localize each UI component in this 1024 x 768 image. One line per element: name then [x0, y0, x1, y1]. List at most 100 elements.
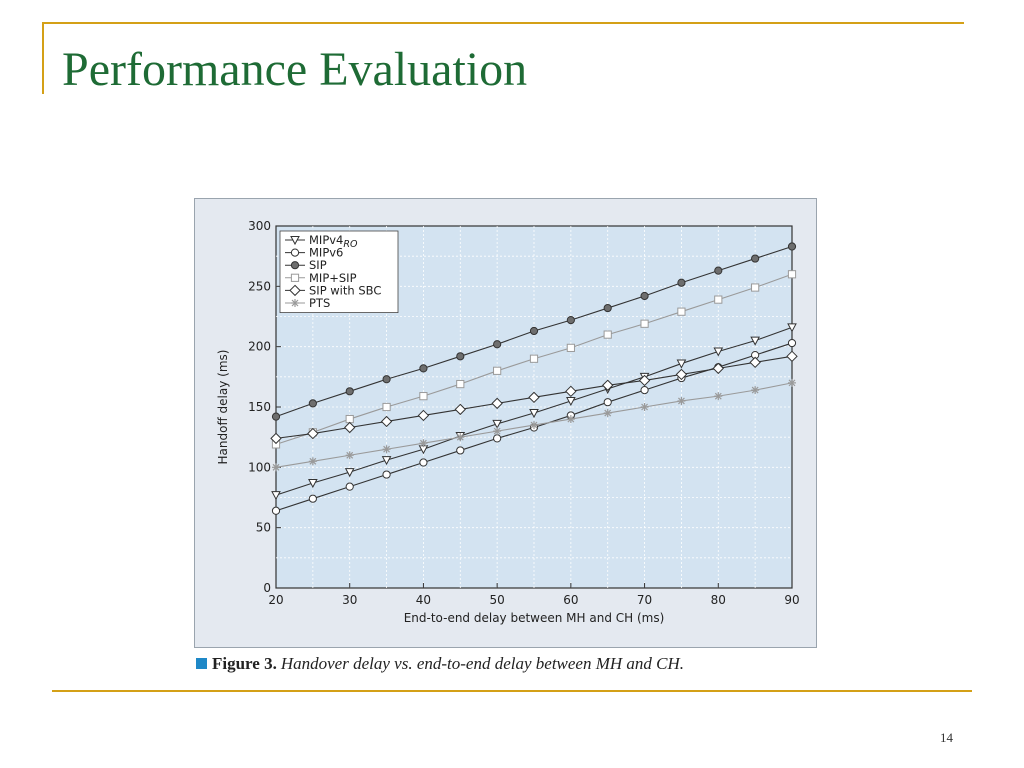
- data-point: [380, 415, 393, 428]
- data-point: [419, 364, 428, 373]
- data-point: [529, 326, 539, 336]
- data-point: [676, 359, 687, 369]
- data-point: [529, 354, 539, 363]
- data-point: [308, 479, 318, 489]
- data-point: [382, 402, 391, 412]
- data-point: [603, 398, 612, 407]
- data-point: [419, 439, 428, 448]
- data-point: [271, 491, 281, 501]
- figure-caption: Figure 3. Handover delay vs. end-to-end d…: [196, 654, 684, 674]
- data-point: [566, 415, 575, 424]
- legend-marker: [289, 284, 301, 297]
- asterisk-stroke: [291, 299, 299, 307]
- asterisk-stroke: [272, 463, 280, 471]
- data-point: [675, 368, 688, 381]
- data-point: [492, 419, 502, 429]
- asterisk-stroke: [604, 409, 612, 417]
- asterisk-stroke: [309, 457, 317, 465]
- caption-label: Figure 3.: [212, 654, 277, 673]
- data-point: [530, 421, 538, 430]
- data-point: [382, 375, 391, 384]
- series-pts: [272, 378, 796, 472]
- data-point: [270, 432, 282, 445]
- data-point: [712, 362, 724, 375]
- data-point: [308, 457, 317, 466]
- slide-title: Performance Evaluation: [62, 43, 528, 96]
- data-point: [640, 291, 649, 301]
- data-point: [417, 409, 430, 422]
- x-tick-label: 30: [342, 593, 357, 607]
- data-point: [307, 427, 319, 440]
- data-point: [677, 396, 686, 405]
- y-tick-label: 100: [248, 460, 271, 474]
- x-tick-label: 20: [268, 593, 283, 607]
- data-point: [456, 352, 465, 361]
- y-tick-label: 0: [263, 581, 271, 595]
- asterisk-stroke: [420, 439, 427, 447]
- page-number: 14: [940, 730, 953, 745]
- legend-marker: [291, 299, 299, 307]
- asterisk-stroke: [641, 403, 648, 411]
- y-tick-label: 200: [248, 340, 271, 354]
- legend-marker: [290, 273, 300, 282]
- data-point: [714, 392, 723, 401]
- data-point: [345, 414, 354, 424]
- data-point: [750, 336, 760, 346]
- data-point: [565, 385, 577, 398]
- data-point: [603, 409, 612, 418]
- legend-label: MIP+SIP: [309, 271, 357, 285]
- data-point: [454, 403, 466, 416]
- y-tick-label: 150: [248, 400, 271, 414]
- legend-label-subscript: RO: [343, 239, 358, 250]
- data-point: [271, 412, 281, 421]
- asterisk-stroke: [788, 379, 796, 387]
- data-point: [603, 330, 612, 339]
- asterisk-stroke: [678, 397, 685, 405]
- y-tick-label: 250: [248, 279, 271, 293]
- legend-label: SIP with SBC: [309, 283, 381, 297]
- x-tick-label: 70: [637, 593, 652, 607]
- data-point: [714, 295, 723, 304]
- data-point: [751, 254, 760, 263]
- legend-label: SIP: [309, 258, 327, 272]
- y-axis-label: Handoff delay (ms): [216, 350, 230, 465]
- data-point: [456, 446, 465, 455]
- caption-marker-square: [196, 658, 207, 669]
- data-point: [493, 434, 502, 443]
- legend-marker: [290, 236, 300, 246]
- asterisk-stroke: [493, 427, 501, 435]
- asterisk-stroke: [346, 451, 354, 459]
- asterisk-stroke: [530, 421, 538, 429]
- data-point: [493, 340, 502, 349]
- data-point: [381, 456, 392, 466]
- x-tick-label: 50: [490, 593, 505, 607]
- data-point: [566, 316, 575, 325]
- series-mip-sip: [271, 270, 797, 449]
- caption-text: Handover delay vs. end-to-end delay betw…: [280, 654, 685, 673]
- data-point: [272, 463, 280, 472]
- asterisk-stroke: [567, 415, 575, 423]
- data-point: [751, 283, 760, 292]
- data-point: [787, 338, 797, 348]
- data-point: [345, 482, 354, 491]
- x-tick-label: 90: [784, 593, 799, 607]
- data-point: [787, 270, 797, 279]
- title-accent-vertical-rule: [42, 22, 44, 94]
- legend-marker: [290, 261, 300, 270]
- legend-label: MIPv6: [309, 246, 343, 260]
- legend-marker: [290, 248, 300, 257]
- data-point: [751, 386, 760, 395]
- data-point: [493, 366, 502, 375]
- legend-box: [279, 230, 399, 313]
- handoff-delay-chart: 20 30 40 50 60 70 80 90 0 50 100 150 200 250 300 End-to…: [216, 219, 800, 625]
- data-point: [308, 399, 317, 408]
- data-point: [456, 433, 465, 442]
- data-point: [749, 356, 761, 369]
- series-sip-with-sbc: [270, 350, 798, 445]
- data-point: [382, 445, 391, 454]
- data-point: [603, 303, 612, 313]
- x-tick-label: 80: [711, 593, 726, 607]
- data-point: [787, 242, 797, 251]
- data-point: [713, 347, 724, 357]
